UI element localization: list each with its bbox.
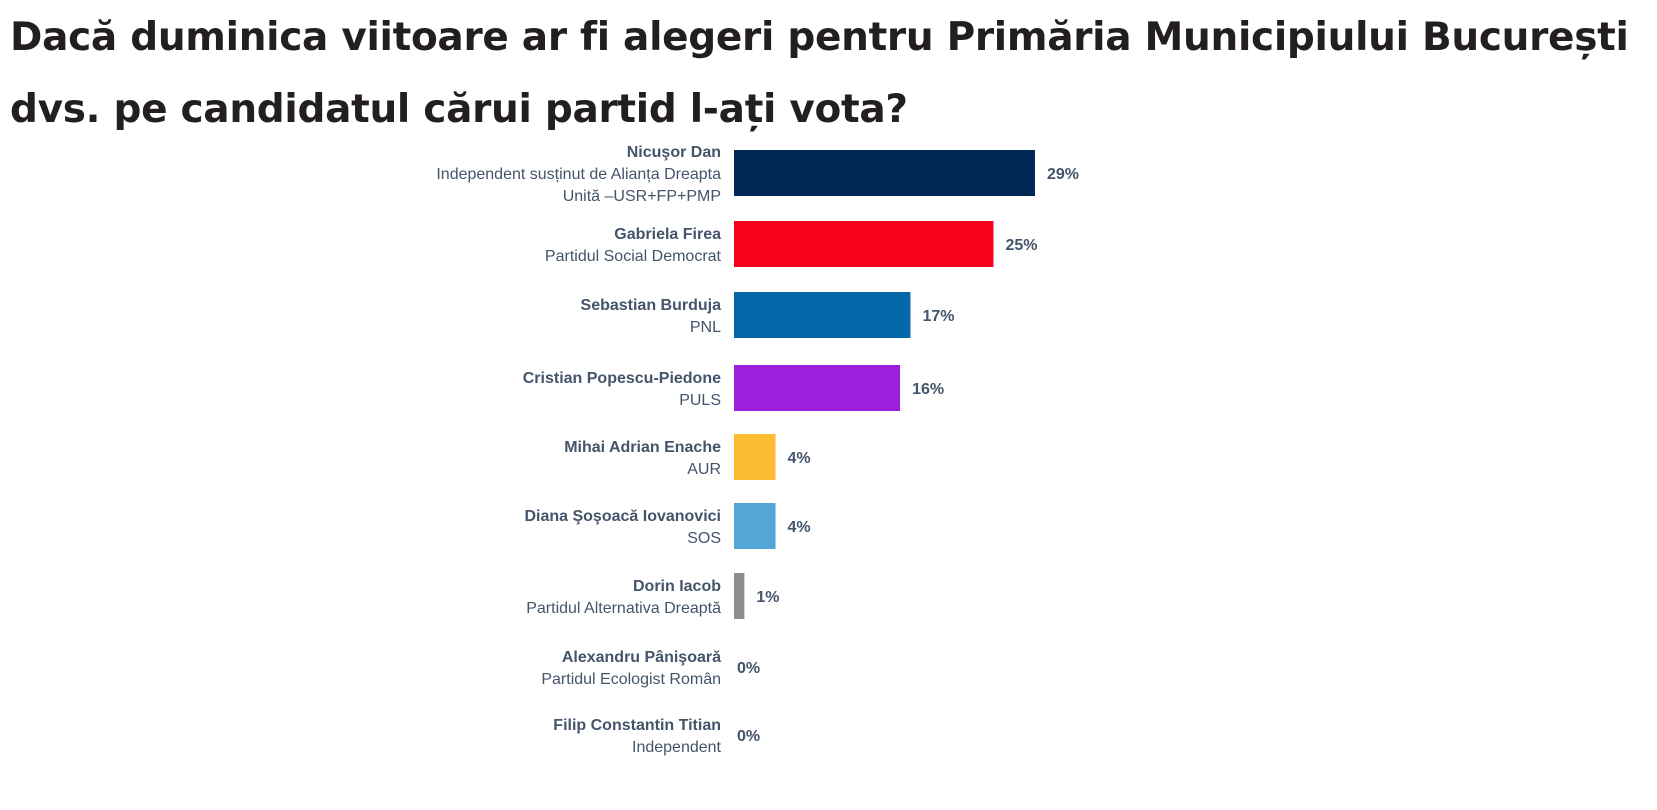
- data-label: 1%: [756, 589, 779, 606]
- bar: [734, 503, 776, 549]
- party-label: PULS: [679, 392, 721, 409]
- data-label: 0%: [737, 728, 760, 745]
- candidate-name: Filip Constantin Titian: [553, 717, 721, 734]
- party-label: PNL: [690, 319, 721, 336]
- data-label: 4%: [788, 450, 811, 467]
- party-label: Partidul Ecologist Român: [541, 671, 721, 688]
- bar-row: 17% Sebastian Burduja PNL: [581, 292, 954, 338]
- data-label: 17%: [922, 308, 954, 325]
- bar-row: 29% Nicuşor Dan Independent susținut de Al…: [436, 144, 1079, 205]
- party-label: Partidul Alternativa Dreaptă: [526, 600, 721, 617]
- bar-row: 4% Diana Şoşoacă Iovanovici SOS: [524, 503, 811, 549]
- party-label: Independent: [632, 739, 722, 756]
- candidate-name: Cristian Popescu-Piedone: [523, 370, 721, 387]
- party-label: Independent susținut de Alianța Dreapta: [436, 166, 721, 183]
- party-label: Partidul Social Democrat: [545, 248, 722, 265]
- data-label: 25%: [1005, 237, 1037, 254]
- data-label: 4%: [788, 519, 811, 536]
- party-label: SOS: [687, 530, 721, 547]
- data-label: 16%: [912, 381, 944, 398]
- data-label: 29%: [1047, 166, 1079, 183]
- candidate-name: Mihai Adrian Enache: [564, 439, 721, 456]
- data-label: 0%: [737, 660, 760, 677]
- candidate-name: Gabriela Firea: [614, 226, 721, 243]
- bar-row: 0% Filip Constantin Titian Independent: [553, 717, 760, 756]
- bar-row: 16% Cristian Popescu-Piedone PULS: [523, 365, 944, 411]
- chart-title: Dacă duminica viitoare ar fi alegeri pen…: [10, 15, 1629, 133]
- candidate-name: Diana Şoşoacă Iovanovici: [524, 508, 721, 525]
- candidate-name: Nicuşor Dan: [627, 144, 721, 161]
- bar: [734, 365, 901, 411]
- bar: [734, 292, 911, 338]
- bar-row: 4% Mihai Adrian Enache AUR: [564, 434, 811, 480]
- bar: [734, 150, 1035, 196]
- candidate-name: Dorin Iacob: [633, 578, 721, 595]
- party-label: AUR: [687, 461, 721, 478]
- bar-row: 25% Gabriela Firea Partidul Social Democra…: [545, 221, 1038, 267]
- candidate-name: Alexandru Pânişoară: [562, 649, 721, 666]
- bar-row: 1% Dorin Iacob Partidul Alternativa Dreapt…: [526, 573, 780, 619]
- bar: [734, 221, 994, 267]
- candidate-name: Sebastian Burduja: [581, 297, 722, 314]
- bar: [734, 434, 776, 480]
- party-label: Unită –USR+FP+PMP: [563, 188, 721, 205]
- bar: [734, 573, 745, 619]
- bar-row: 0% Alexandru Pânişoară Partidul Ecologist …: [541, 649, 760, 688]
